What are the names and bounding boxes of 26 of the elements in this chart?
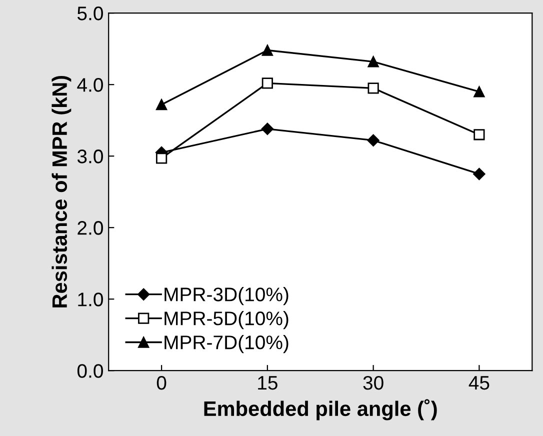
point xyxy=(156,152,168,164)
y-tick-label: 3.0 xyxy=(77,150,103,164)
y-tick-label: 1.0 xyxy=(78,292,103,306)
point xyxy=(156,99,168,110)
y-tick-label: 5.0 xyxy=(77,6,103,20)
y-tick-label: 2.0 xyxy=(78,221,103,235)
legend-label: MPR-3D(10%) xyxy=(164,287,288,306)
x-tick-label: 45 xyxy=(468,376,490,390)
point xyxy=(474,86,485,98)
point xyxy=(368,56,379,68)
point xyxy=(261,122,274,136)
x-tick-label: 0 xyxy=(156,376,166,390)
point xyxy=(262,44,273,56)
x-tick-label: 30 xyxy=(363,376,384,390)
point xyxy=(367,134,380,146)
y-tick-label: 0.0 xyxy=(77,364,103,378)
point xyxy=(368,82,379,94)
x-tick-label: 15 xyxy=(258,376,278,390)
y-axis-title: Resistance of MPR (kN) xyxy=(52,76,72,308)
legend-label: MPR-7D(10%) xyxy=(164,334,288,354)
legend-label: MPR-5D(10%) xyxy=(164,311,288,330)
point xyxy=(474,129,485,140)
point xyxy=(473,168,486,180)
point xyxy=(262,78,273,89)
x-axis-title: Embedded pile angle (˚) xyxy=(204,399,437,420)
y-tick-label: 4.0 xyxy=(77,78,103,92)
